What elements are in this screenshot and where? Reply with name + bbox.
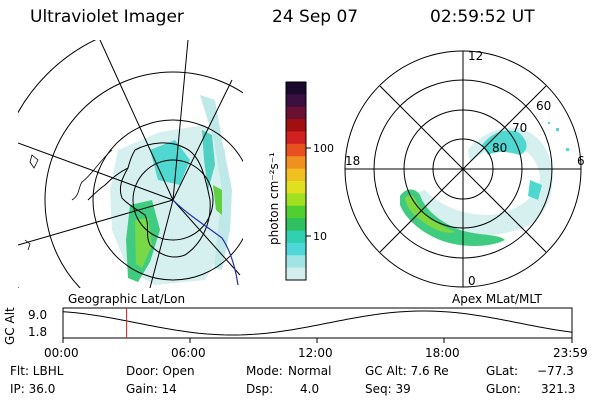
x-tick-0600: 06:00 — [171, 346, 206, 360]
colorbar-segment — [286, 156, 306, 170]
mlt-label-18: 18 — [345, 154, 360, 168]
color-bar — [286, 82, 306, 281]
colorbar-segment — [286, 82, 306, 95]
colorbar-tick-10: 10 — [313, 230, 327, 243]
door-info: Door: Open — [126, 364, 195, 378]
x-tick-0000: 00:00 — [44, 346, 79, 360]
gc-alt-axis-label: GC Alt — [3, 307, 17, 345]
geographic-map — [18, 40, 243, 288]
gain-info: Gain: 14 — [126, 382, 177, 396]
lat-label-70: 70 — [512, 121, 527, 135]
geographic-caption: Geographic Lat/Lon — [68, 292, 186, 306]
colorbar-tick-100: 100 — [313, 142, 334, 155]
dsp-label: Dsp: — [246, 382, 274, 396]
mode-label: Mode: — [246, 364, 283, 378]
colorbar-segment — [286, 230, 306, 244]
colorbar-segment — [286, 267, 306, 281]
glon-label: GLon: — [486, 382, 521, 396]
colorbar-segment — [286, 106, 306, 120]
glat-label: GLat: — [486, 364, 519, 378]
altitude-timeline — [62, 307, 573, 343]
apex-caption: Apex MLat/MLT — [452, 292, 542, 306]
colorbar-segment — [286, 181, 306, 194]
x-tick-1800: 18:00 — [425, 346, 460, 360]
date-label: 24 Sep 07 — [272, 7, 359, 27]
colorbar-segment — [286, 143, 306, 157]
lat-label-60: 60 — [536, 99, 551, 113]
gc-alt-info: GC Alt: 7.6 Re — [365, 364, 449, 378]
x-tick-1200: 12:00 — [298, 346, 333, 360]
colorbar-segment — [286, 119, 306, 132]
colorbar-unit-label: photon cm⁻²s⁻¹ — [267, 152, 281, 245]
left-aurora — [110, 95, 232, 285]
y-tick-1-8: 1.8 — [28, 325, 48, 339]
colorbar-segment — [286, 193, 306, 207]
glon-value: 321.3 — [541, 382, 576, 396]
time-label: 02:59:52 UT — [430, 7, 535, 27]
ip-info: IP: 36.0 — [10, 382, 56, 396]
mode-value: Normal — [288, 364, 332, 378]
filter-info: Flt: LBHL — [10, 364, 64, 378]
colorbar-segment — [286, 205, 306, 219]
mlt-label-6: 6 — [577, 154, 585, 168]
apex-map: 12 18 6 0 60 70 80 — [344, 49, 585, 288]
lat-label-80: 80 — [492, 141, 507, 155]
colorbar-segment — [286, 131, 306, 145]
y-tick-9: 9.0 — [28, 308, 48, 322]
colorbar-segment — [286, 242, 306, 256]
mlt-label-12: 12 — [468, 49, 483, 63]
colorbar-segment — [286, 255, 306, 269]
x-tick-2359: 23:59 — [553, 346, 588, 360]
colorbar-segment — [286, 168, 306, 182]
glat-value: −77.3 — [537, 364, 574, 378]
mlt-label-0: 0 — [468, 274, 476, 288]
seq-info: Seq: 39 — [365, 382, 411, 396]
colorbar-segment — [286, 218, 306, 231]
colorbar-segment — [286, 94, 306, 108]
dsp-value: 4.0 — [300, 382, 320, 396]
instrument-title: Ultraviolet Imager — [30, 7, 184, 27]
